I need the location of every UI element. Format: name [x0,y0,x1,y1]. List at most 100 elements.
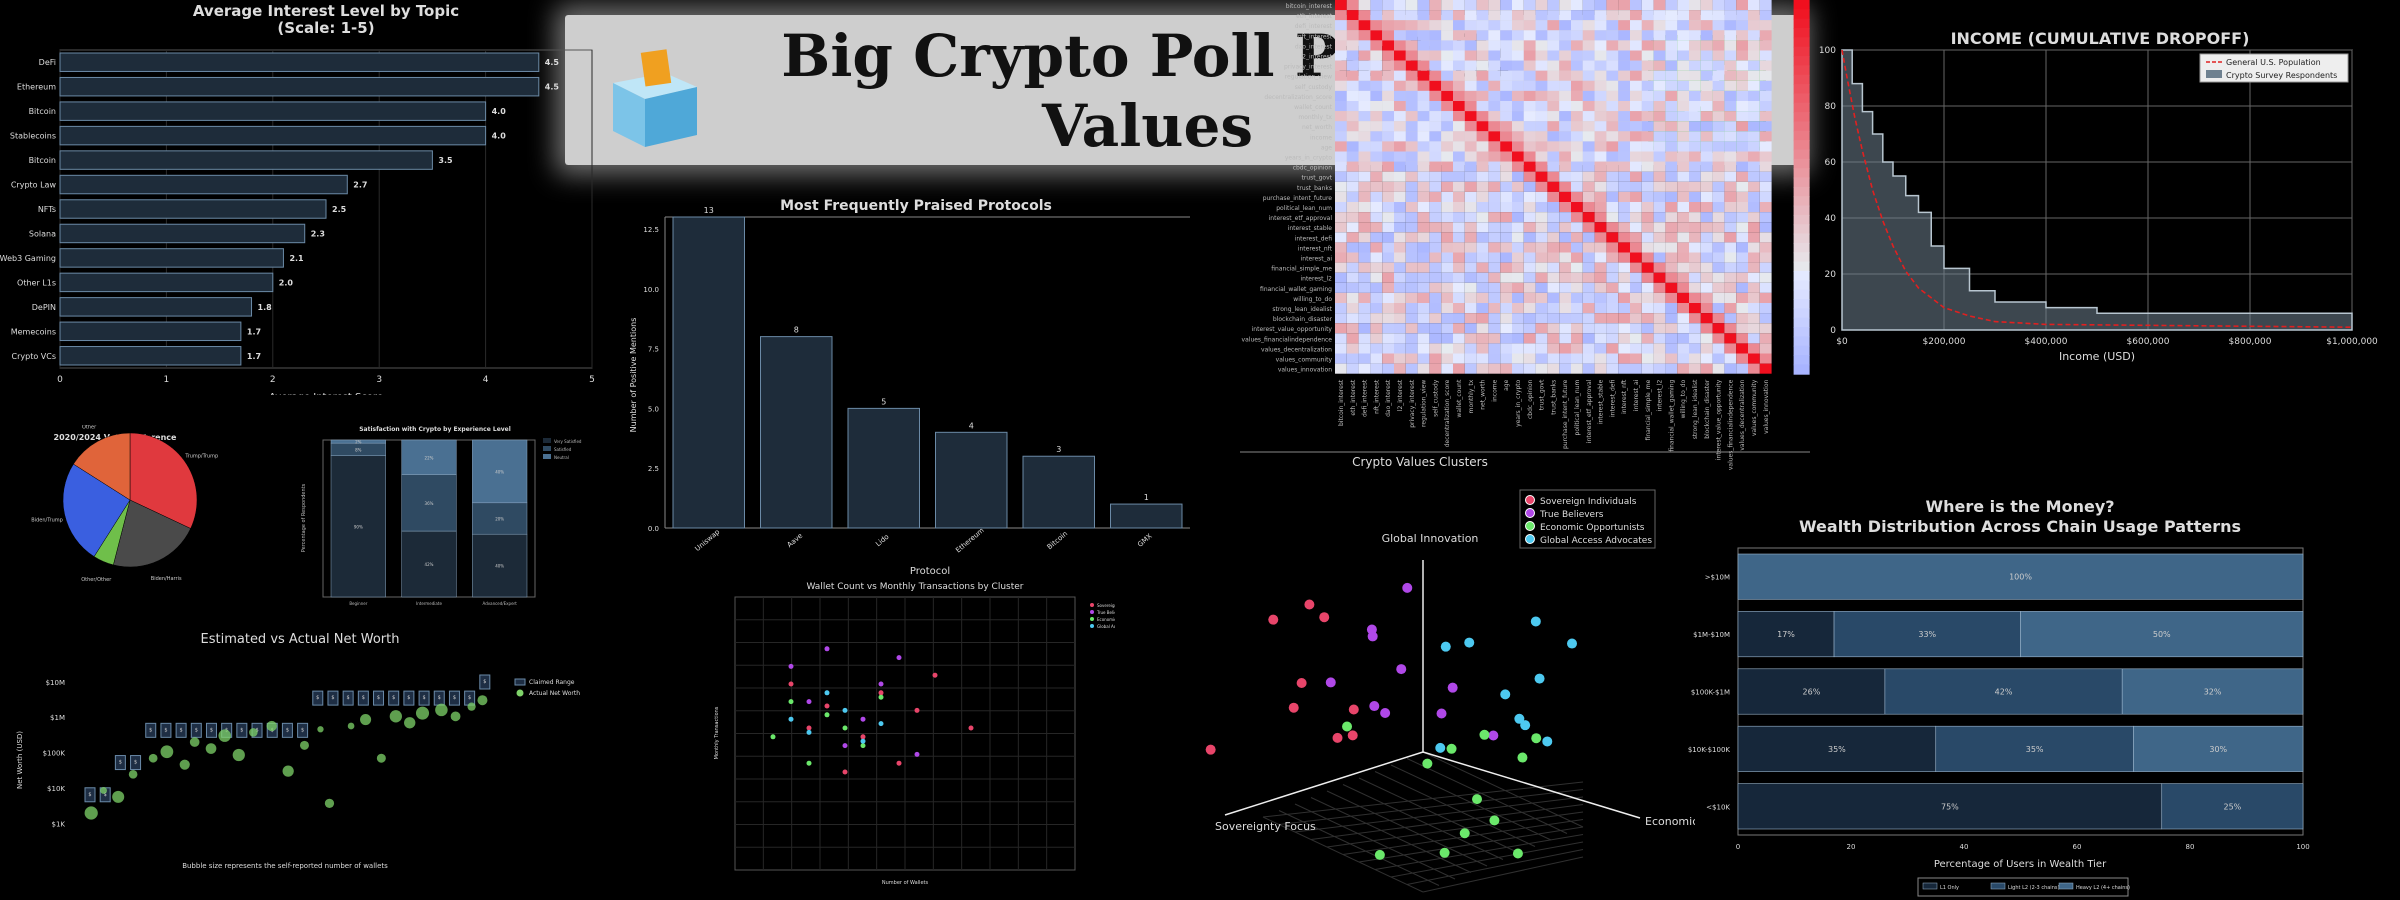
data-point [842,743,848,749]
row-label: values_community [1276,357,1333,364]
heatmap-cell [1547,272,1560,283]
stacked-segment [2161,783,2304,830]
heatmap-cell [1641,363,1654,374]
heatmap-cell [1535,40,1548,51]
data-point [806,725,812,731]
actual-net-worth-bubble [100,787,107,794]
heatmap-cell [1641,131,1654,142]
column-label: blockchain_disaster [1704,379,1711,439]
category-label: Bitcoin [29,156,56,165]
heatmap-cell [1429,80,1442,91]
heatmap-cell [1547,111,1560,122]
heatmap-cell [1382,303,1394,314]
heatmap-cell [1712,50,1725,61]
heatmap-cell [1606,121,1619,132]
legend-label: Sovereign Individuals [1097,603,1115,608]
actual-net-worth-bubble [266,720,277,732]
heatmap-cell [1335,292,1347,303]
heatmap-cell [1571,0,1583,11]
heatmap-cell [1618,252,1630,263]
data-point [896,655,902,661]
heatmap-cell [1736,252,1748,263]
actual-net-worth-bubble [128,770,138,779]
segment-label: 25% [2223,802,2241,811]
heatmap-cell [1724,171,1737,182]
legend-swatch [543,446,551,451]
heatmap-cell [1464,252,1477,263]
data-point [1439,847,1450,858]
column-label: cbdc_opinion [1527,380,1534,420]
chart-title: Satisfaction with Crypto by Experience L… [359,426,511,433]
legend-swatch [514,678,526,686]
heatmap-cell [1500,111,1512,122]
column-label: nft_interest [1373,379,1380,414]
heatmap-cell [1748,70,1760,81]
grid-line [1390,764,1552,841]
heatmap-cell [1394,141,1406,152]
heatmap-cell [1441,191,1453,202]
heatmap-cell [1759,161,1772,172]
heatmap-cell [1736,111,1748,122]
heatmap-cell [1582,161,1595,172]
heatmap-cell [1335,101,1347,112]
heatmap-cell [1759,212,1772,223]
heatmap-cell [1630,262,1642,273]
heatmap-cell [1748,323,1760,334]
heatmap-cell [1335,353,1347,364]
heatmap-cell [1382,70,1394,81]
heatmap-cell [1736,181,1748,192]
data-point [1531,733,1542,744]
bar [672,216,745,529]
actual-net-worth-bubble [160,745,174,759]
heatmap-cell [1748,171,1760,182]
heatmap-cell [1500,262,1512,273]
claimed-range-box [448,690,460,706]
heatmap-cell [1677,171,1689,182]
stacked-segment [1737,553,2304,600]
heatmap-cell [1523,111,1536,122]
heatmap-cell [1559,141,1571,152]
y-axis-label: Percentage of Respondents [301,483,307,552]
heatmap-cell [1382,262,1394,273]
bar [59,297,253,317]
heatmap-cell [1606,333,1619,344]
heatmap-cell [1618,20,1630,31]
legend-label: Crypto Survey Respondents [2226,71,2337,80]
heatmap-cell [1653,171,1666,182]
data-point [824,703,830,709]
heatmap-cell [1736,292,1748,303]
heatmap-cell [1441,242,1453,253]
claimed-range-box [175,722,187,738]
y-axis-label: Monthly Transactions [714,706,720,759]
heatmap-cell [1618,121,1630,132]
heatmap-cell [1346,272,1359,283]
heatmap-cell [1759,0,1772,11]
heatmap-cell [1606,40,1619,51]
heatmap-cell [1700,292,1713,303]
heatmap-cell [1405,30,1418,41]
heatmap-cell [1500,80,1512,91]
claimed-range-box [357,690,369,706]
heatmap-cell [1641,60,1654,71]
heatmap-cell [1606,171,1619,182]
heatmap-cell [1358,20,1371,31]
heatmap-cell [1559,212,1571,223]
data-point [1268,614,1279,625]
range-label: $ [392,695,395,701]
heatmap-cell [1476,222,1489,233]
heatmap-cell [1748,242,1760,253]
heatmap-cell [1759,191,1772,202]
heatmap-cell [1748,222,1760,233]
data-point [968,725,974,731]
heatmap-cell [1417,101,1430,112]
heatmap-cell [1417,242,1430,253]
claimed-range-box [130,755,142,771]
stacked-segment [401,474,457,532]
range-label: $ [362,695,365,701]
heatmap-cell [1488,232,1501,243]
heatmap-cell [1488,0,1501,11]
heatmap-cell [1712,111,1725,122]
heatmap-cell [1547,303,1560,314]
heatmap-cell [1523,353,1536,364]
heatmap-cell [1700,272,1713,283]
